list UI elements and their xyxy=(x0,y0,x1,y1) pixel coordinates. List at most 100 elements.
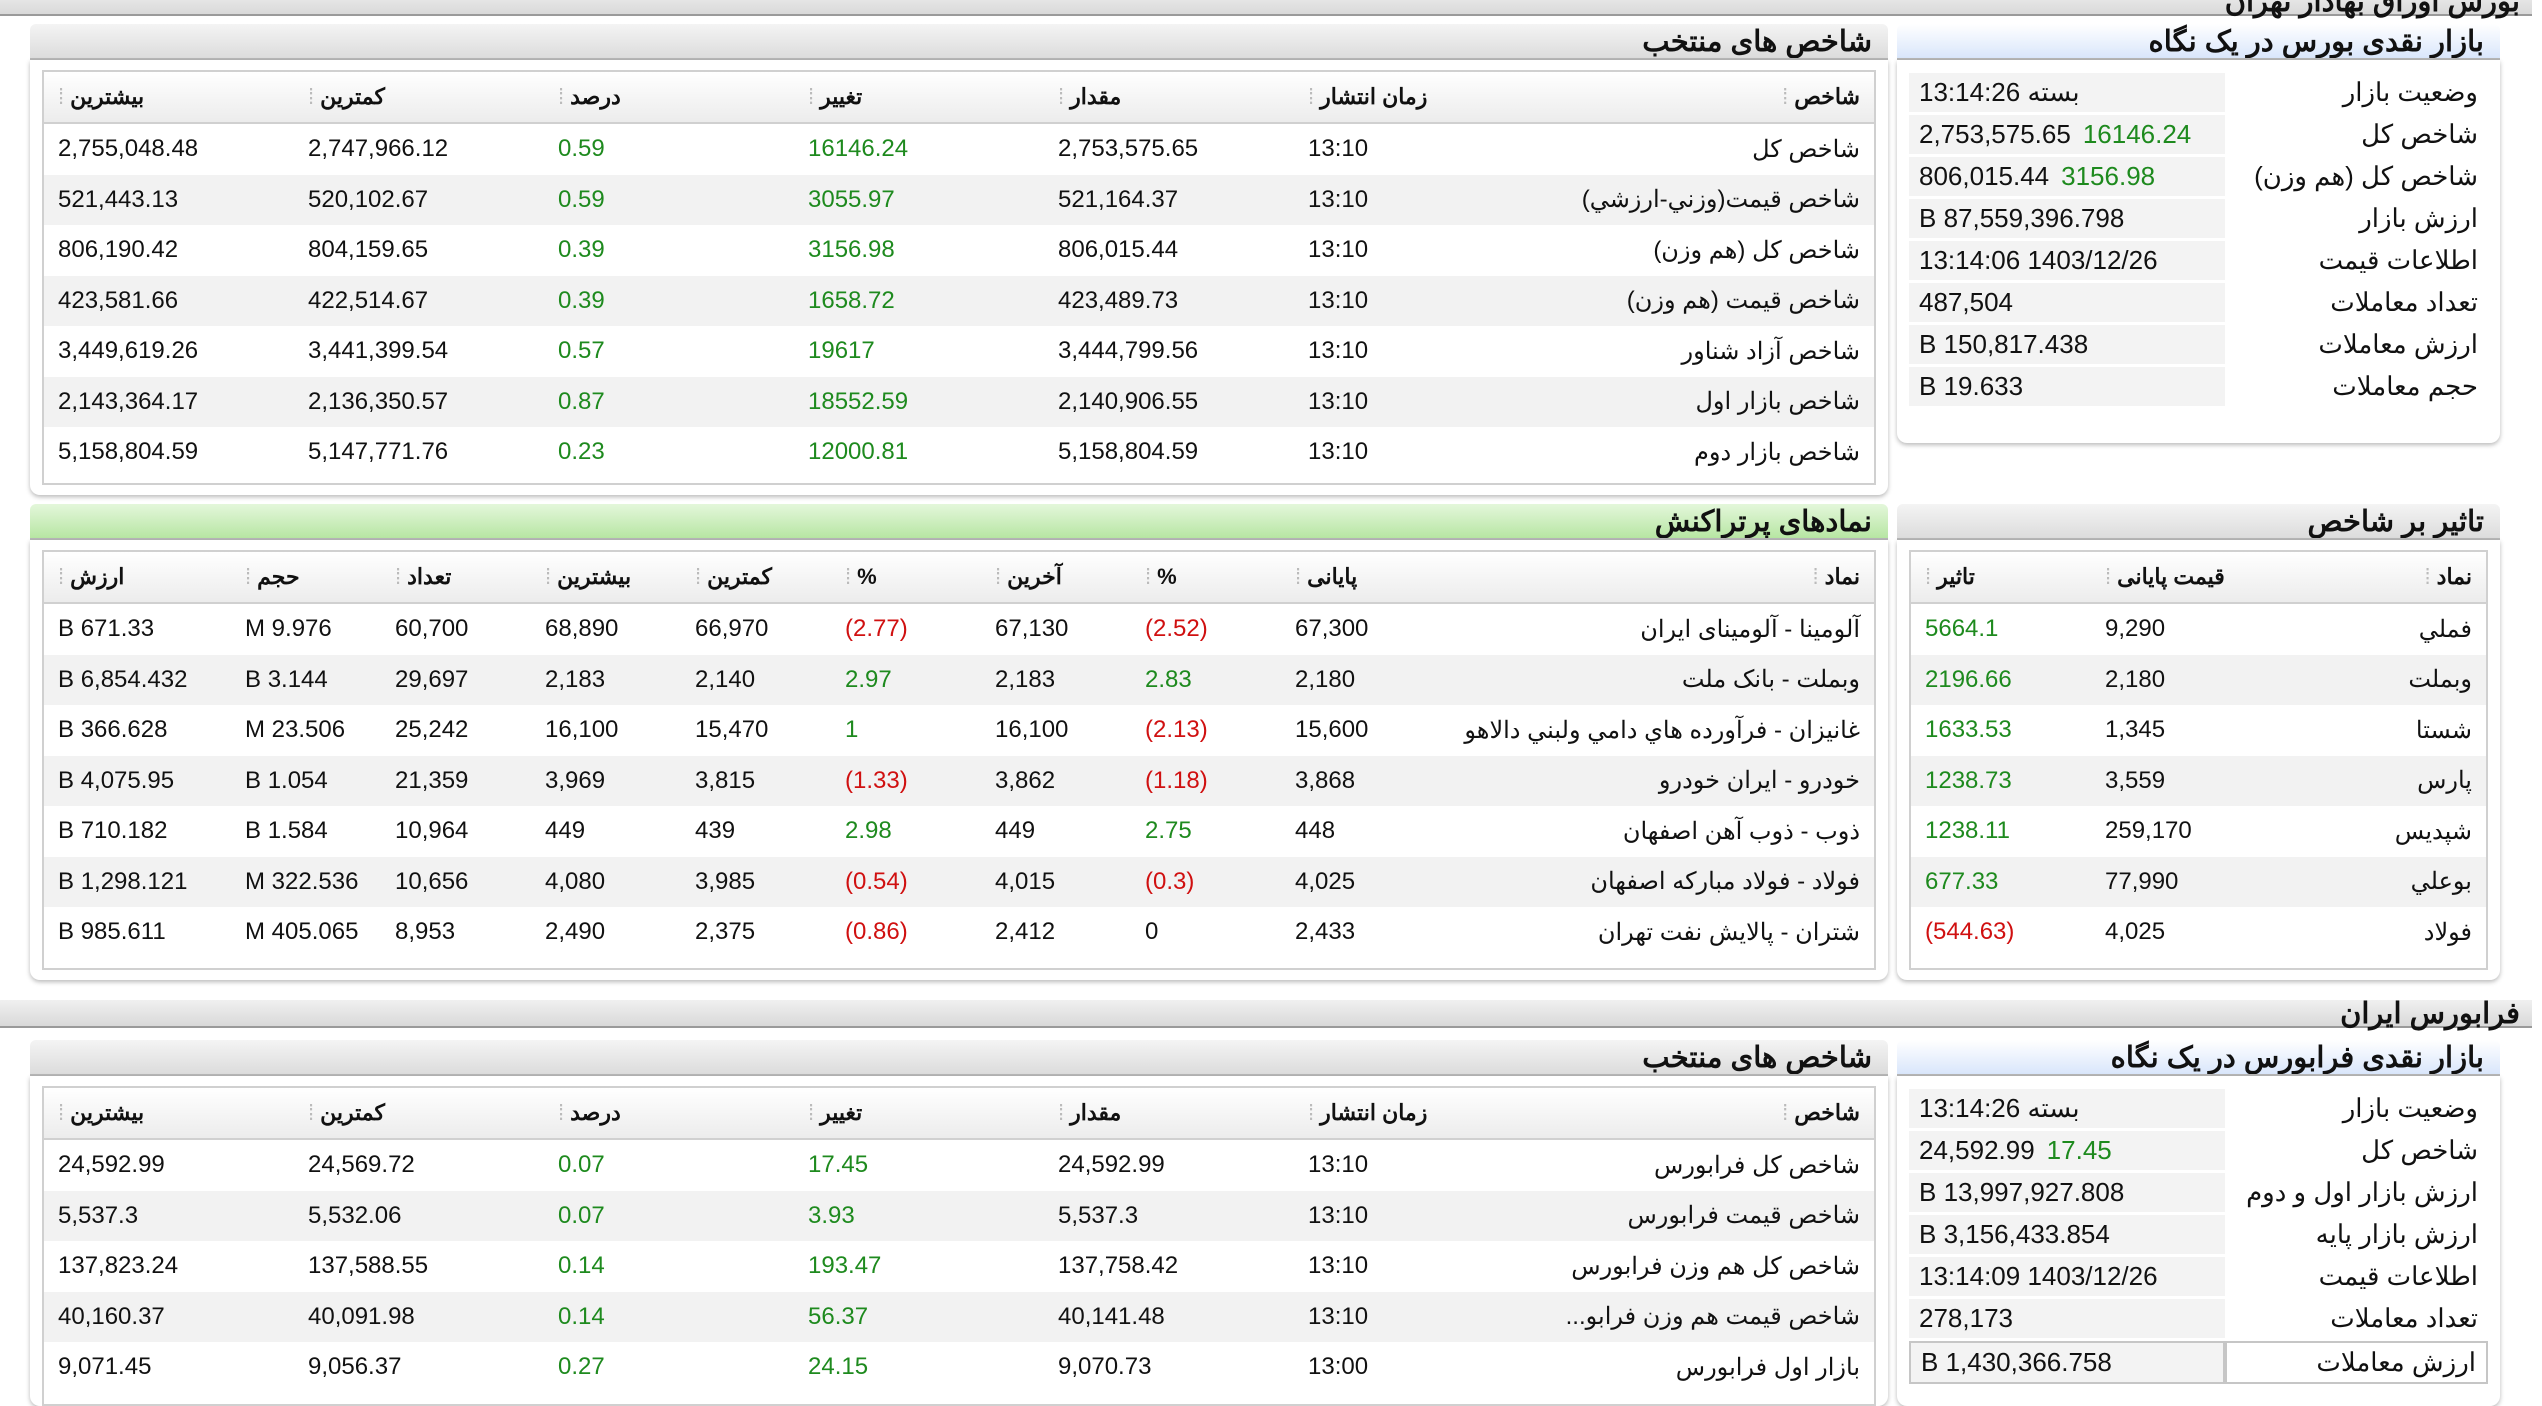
impact-price: 9,290 xyxy=(2105,615,2166,643)
tse-indices-header-4[interactable]: درصد⁞ xyxy=(544,72,794,124)
tse-indices-header-5[interactable]: کمترین⁞ xyxy=(294,72,544,124)
glance-label: تعداد معاملات xyxy=(2224,283,2488,322)
table-row[interactable]: شاخص قيمت(وزني-ارزشي) 13:10 521,164.37 3055… xyxy=(44,174,1874,225)
table-row[interactable]: شاخص کل 13:10 2,753,575.65 16146.24 0.59 2,74… xyxy=(44,123,1874,175)
tse-indices-header-label: زمان انتشار xyxy=(1320,84,1428,109)
table-row[interactable]: آلومينا - آلومينای ايران 67,300 (2.52) 67,1… xyxy=(44,603,1874,655)
tse-traded-header-2[interactable]: %⁞ xyxy=(1131,552,1281,604)
traded-last: 3,862 xyxy=(981,755,1131,806)
table-row[interactable]: فولاد - فولاد مبارکه اصفهان 4,025 (0.3) 4,0… xyxy=(44,856,1874,907)
ifb-glance-panel: وضعیت بازار بسته 13:14:26 شاخص کل 24,592.99… xyxy=(1897,1076,2500,1406)
traded-count: 25,242 xyxy=(395,716,469,744)
table-row[interactable]: شاخص قيمت هم وزن فرابو... 13:10 40,141.48 5… xyxy=(44,1291,1874,1342)
glance-row: شاخص کل 24,592.99 17.45 xyxy=(1909,1131,2488,1170)
tse-traded-header-1[interactable]: پایانی⁞ xyxy=(1281,552,1431,604)
table-row[interactable]: شاخص کل هم وزن فرابورس 13:10 137,758.42 193… xyxy=(44,1241,1874,1292)
index-time: 13:10 xyxy=(1308,438,1369,466)
table-row[interactable]: بوعلي 77,990 677.33 xyxy=(1911,856,2486,907)
ifb-indices-header-3[interactable]: تغییر⁞ xyxy=(794,1088,1044,1140)
table-row[interactable]: ذوب - ذوب آهن اصفهان 448 2.75 449 2.98 439 449… xyxy=(44,806,1874,857)
table-row[interactable]: فملي 9,290 5664.1 xyxy=(1911,603,2486,655)
traded-volume: 23.506 M xyxy=(245,716,346,744)
index-percent: 0.27 xyxy=(558,1353,605,1381)
tse-traded-header-3[interactable]: آخرین⁞ xyxy=(981,552,1131,604)
tse-indices-table: شاخص⁞ زمان انتشار⁞ مقدار⁞ تغییر⁞ درصد⁞ کمترین… xyxy=(44,72,1874,478)
table-row[interactable]: فولاد 4,025 (544.63) xyxy=(1911,907,2486,958)
tse-indices-header-1[interactable]: زمان انتشار⁞ xyxy=(1294,72,1544,124)
table-row[interactable]: پارس 3,559 1238.73 xyxy=(1911,755,2486,806)
glance-value: 1403/12/26 13:14:09 xyxy=(1919,1261,2158,1291)
table-row[interactable]: شاخص آزاد شناور 13:10 3,444,799.56 19617 0.5… xyxy=(44,326,1874,377)
impact-symbol: وبملت xyxy=(2286,654,2486,705)
table-row[interactable]: بازار اول فرابورس 13:00 9,070.73 24.15 0.27 9… xyxy=(44,1342,1874,1393)
tse-impact-header-2[interactable]: تاثیر⁞ xyxy=(1911,552,2091,604)
sort-divider-icon: ⁞ xyxy=(545,564,552,589)
glance-value-cell: بسته 13:14:26 xyxy=(1909,73,2225,112)
sort-divider-icon: ⁞ xyxy=(845,564,852,589)
index-change: 24.15 xyxy=(808,1353,869,1381)
tse-glance-panel: وضعیت بازار بسته 13:14:26 شاخص کل 2,753,575… xyxy=(1897,60,2500,443)
tse-indices-header-6[interactable]: بیشترین⁞ xyxy=(44,72,294,124)
traded-symbol: غانیزان - فرآورده هاي دامي ولبني دالاهو xyxy=(1464,716,1860,744)
ifb-indices-header-2[interactable]: مقدار⁞ xyxy=(1044,1088,1294,1140)
tse-traded-header-8[interactable]: حجم⁞ xyxy=(231,552,381,604)
ifb-indices-header-0[interactable]: شاخص⁞ xyxy=(1544,1088,1874,1140)
table-row[interactable]: شاخص کل فرابورس 13:10 24,592.99 17.45 0.07 24… xyxy=(44,1139,1874,1191)
glance-value-cell: 1403/12/26 13:14:06 xyxy=(1909,241,2225,280)
table-row[interactable]: شاخص قیمت فرابورس 13:10 5,537.3 3.93 0.07 5,5… xyxy=(44,1190,1874,1241)
glance-row: شاخص کل (هم وزن) 806,015.44 3156.98 xyxy=(1909,157,2488,196)
table-row[interactable]: وبملت 2,180 2196.66 xyxy=(1911,654,2486,705)
impact-value: (544.63) xyxy=(1925,918,2015,946)
table-row[interactable]: خودرو - ايران خودرو 3,868 (1.18) 3,862 (1.33… xyxy=(44,755,1874,806)
index-change: 1658.72 xyxy=(794,275,1044,326)
ifb-indices-header-4[interactable]: درصد⁞ xyxy=(544,1088,794,1140)
tse-traded-title-bar: نمادهای پرتراکنش xyxy=(30,504,1888,540)
index-time: 13:10 xyxy=(1294,1190,1544,1241)
tse-traded-header-0[interactable]: نماد⁞ xyxy=(1431,552,1874,604)
ifb-indices-header-label: درصد xyxy=(570,1100,621,1125)
table-row[interactable]: شاخص بازار دوم 13:10 5,158,804.59 12000.81 0… xyxy=(44,427,1874,478)
impact-value: 5664.1 xyxy=(1925,615,1999,643)
ifb-glance-title: بازار نقدی فرابورس در یک نگاه xyxy=(2110,1042,2484,1074)
tse-traded-header-6[interactable]: بیشترین⁞ xyxy=(531,552,681,604)
glance-value: 1,430,366.758 B xyxy=(1921,1347,2112,1377)
table-row[interactable]: شپدیس 259,170 1238.11 xyxy=(1911,806,2486,857)
index-change: 17.45 xyxy=(808,1151,869,1179)
table-row[interactable]: شاخص بازار اول 13:10 2,140,906.55 18552.59 0… xyxy=(44,376,1874,427)
table-row[interactable]: وبملت - بانک ملت 2,180 2.83 2,183 2.97 2,140 2… xyxy=(44,654,1874,705)
tse-traded-header-5[interactable]: کمترین⁞ xyxy=(681,552,831,604)
ifb-indices-header-5[interactable]: کمترین⁞ xyxy=(294,1088,544,1140)
tse-impact-header-1[interactable]: قیمت پایانی⁞ xyxy=(2091,552,2286,604)
tse-traded-header-9[interactable]: ارزش⁞ xyxy=(44,552,231,604)
table-row[interactable]: شاخص قیمت (هم وزن) 13:10 423,489.73 1658.72… xyxy=(44,275,1874,326)
index-value: 521,164.37 xyxy=(1044,174,1294,225)
table-row[interactable]: شستا 1,345 1633.53 xyxy=(1911,705,2486,756)
traded-count: 29,697 xyxy=(381,654,531,705)
ifb-indices-header-6[interactable]: بیشترین⁞ xyxy=(44,1088,294,1140)
tse-indices-header-2[interactable]: مقدار⁞ xyxy=(1044,72,1294,124)
tse-impact-title: تاثیر بر شاخص xyxy=(2307,506,2484,538)
tse-indices-header-label: بیشترین xyxy=(70,84,145,109)
table-row[interactable]: شتران - پالايش نفت تهران 2,433 0 2,412 (0.86… xyxy=(44,907,1874,958)
tse-indices-header-3[interactable]: تغییر⁞ xyxy=(794,72,1044,124)
index-min: 40,091.98 xyxy=(294,1291,544,1342)
traded-last-percent: (2.77) xyxy=(845,615,908,643)
tse-impact-header-0[interactable]: نماد⁞ xyxy=(2286,552,2486,604)
index-max: 521,443.13 xyxy=(44,174,294,225)
glance-value-cell: 278,173 xyxy=(1909,1299,2225,1338)
traded-last-percent: 1 xyxy=(845,716,859,744)
tse-indices-header-0[interactable]: شاخص⁞ xyxy=(1544,72,1874,124)
tse-traded-header-7[interactable]: تعداد⁞ xyxy=(381,552,531,604)
ifb-indices-header-1[interactable]: زمان انتشار⁞ xyxy=(1294,1088,1544,1140)
index-min: 422,514.67 xyxy=(294,275,544,326)
tse-indices-header-label: درصد xyxy=(570,84,621,109)
tse-traded-header-4[interactable]: %⁞ xyxy=(831,552,981,604)
glance-value: بسته 13:14:26 xyxy=(1919,1093,2080,1123)
index-min: 24,569.72 xyxy=(308,1151,415,1179)
sort-divider-icon: ⁞ xyxy=(2424,564,2431,589)
table-row[interactable]: شاخص کل (هم وزن) 13:10 806,015.44 3156.98 0.… xyxy=(44,225,1874,276)
glance-value: 24,592.99 xyxy=(1919,1135,2035,1165)
tse-indices-header-label: شاخص xyxy=(1794,84,1860,109)
glance-change: 16146.24 xyxy=(2082,119,2192,149)
table-row[interactable]: غانیزان - فرآورده هاي دامي ولبني دالاهو 1… xyxy=(44,705,1874,756)
